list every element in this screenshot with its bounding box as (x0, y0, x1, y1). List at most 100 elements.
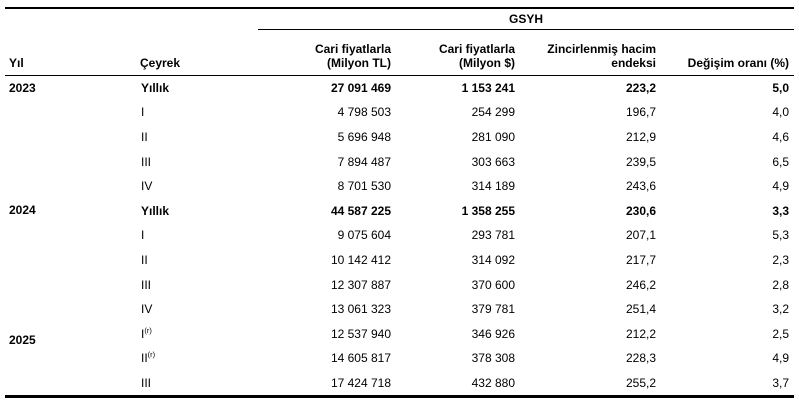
gdp-current-tl-cell: 44 587 225 (330, 203, 391, 218)
quarter-cell: III (141, 277, 152, 292)
volume-index-cell: 212,2 (625, 326, 656, 341)
change-rate-cell: 5,3 (772, 228, 790, 243)
year-cell: 2023 (5, 75, 136, 198)
change-rate-cell: 3,2 (772, 302, 790, 317)
gdp-current-usd-cell: 254 299 (471, 105, 515, 120)
column-header-current-usd-line2: (Milyon $) (459, 55, 515, 70)
table-row: II(r) 14 605 817 378 308 228,3 4,9 (5, 346, 794, 371)
year-label: 2023 (9, 80, 36, 95)
gdp-table-header: GSYH Yıl Çeyrek Cari fiyatlarla (Milyon … (5, 8, 795, 76)
table-row: IV 8 701 530 314 189 243,6 4,9 (5, 174, 794, 199)
column-header-volume-index-line2: endeksi (611, 55, 656, 70)
change-rate-cell: 4,9 (772, 179, 790, 194)
change-rate-cell: 2,3 (772, 252, 790, 267)
quarter-cell: I(r) (141, 325, 152, 341)
gdp-current-usd-cell: 303 663 (471, 154, 515, 169)
gdp-current-usd-cell: 370 600 (471, 277, 515, 292)
quarter-cell: II(r) (141, 350, 156, 366)
volume-index-cell: 207,1 (625, 228, 656, 243)
volume-index-cell: 223,2 (625, 80, 656, 95)
gdp-current-tl-cell: 27 091 469 (330, 80, 391, 95)
column-header-current-usd-line1: Cari fiyatlarla (438, 41, 515, 56)
column-header-volume-index-line1: Zincirlenmiş hacim (547, 41, 656, 56)
column-header-change-rate: Değişim oranı (%) (661, 29, 795, 76)
table-row: IV 13 061 323 379 781 251,4 3,2 (5, 297, 794, 322)
quarter-cell: Yıllık (141, 203, 170, 218)
gdp-current-tl-cell: 4 798 503 (337, 105, 391, 120)
column-header-row: Yıl Çeyrek Cari fiyatlarla (Milyon TL) C… (5, 29, 795, 76)
table-row: II 10 142 412 314 092 217,7 2,3 (5, 248, 794, 273)
quarter-cell: III (141, 375, 152, 390)
gdp-current-tl-cell: 12 307 887 (330, 277, 391, 292)
spanner-empty-cell (5, 8, 258, 29)
gdp-current-usd-cell: 379 781 (471, 302, 515, 317)
spanner-row: GSYH (5, 8, 795, 30)
gdp-current-tl-cell: 9 075 604 (337, 228, 391, 243)
table-row: III 17 424 718 432 880 255,2 3,7 (5, 371, 794, 397)
quarter-cell: II (141, 129, 148, 144)
volume-index-cell: 255,2 (625, 375, 656, 390)
gdp-current-usd-cell: 1 358 255 (461, 203, 515, 218)
year-label: 2024 (9, 203, 36, 218)
column-header-current-tl-line2: (Milyon TL) (327, 55, 391, 70)
gdp-current-usd-cell: 378 308 (471, 351, 515, 366)
column-header-year: Yıl (5, 29, 136, 76)
change-rate-cell: 5,0 (772, 80, 790, 95)
volume-index-cell: 230,6 (625, 203, 656, 218)
change-rate-cell: 4,9 (772, 351, 790, 366)
volume-index-cell: 239,5 (625, 154, 656, 169)
quarter-cell: Yıllık (141, 80, 170, 95)
gdp-current-usd-cell: 293 781 (471, 228, 515, 243)
gdp-current-tl-cell: 13 061 323 (330, 302, 391, 317)
gdp-current-tl-cell: 14 605 817 (330, 351, 391, 366)
change-rate-cell: 3,7 (772, 375, 790, 390)
column-header-current-usd: Cari fiyatlarla (Milyon $) (396, 29, 520, 76)
volume-index-cell: 196,7 (625, 105, 656, 120)
quarter-cell: IV (141, 179, 153, 194)
table-row: III 7 894 487 303 663 239,5 6,5 (5, 149, 794, 174)
group-header-gsyh: GSYH (258, 8, 795, 30)
column-header-current-tl-line1: Cari fiyatlarla (314, 41, 391, 56)
table-row: III 12 307 887 370 600 246,2 2,8 (5, 272, 794, 297)
gdp-current-usd-cell: 314 092 (471, 252, 515, 267)
gdp-current-usd-cell: 281 090 (471, 129, 515, 144)
gdp-current-tl-cell: 8 701 530 (337, 179, 391, 194)
gdp-current-tl-cell: 17 424 718 (330, 375, 391, 390)
table-row: 2023 Yıllık 27 091 469 1 153 241 223,2 5,0 (5, 75, 794, 100)
quarter-cell: IV (141, 302, 153, 317)
column-header-quarter: Çeyrek (136, 29, 258, 76)
change-rate-cell: 6,5 (772, 154, 790, 169)
table-row: 2024 Yıllık 44 587 225 1 358 255 230,6 3,3 (5, 198, 794, 223)
gdp-current-usd-cell: 314 189 (471, 179, 515, 194)
table-row: I 4 798 503 254 299 196,7 4,0 (5, 100, 794, 125)
quarter-cell: II (141, 252, 148, 267)
table-row: II 5 696 948 281 090 212,9 4,6 (5, 125, 794, 150)
gdp-table: GSYH Yıl Çeyrek Cari fiyatlarla (Milyon … (5, 7, 795, 399)
quarter-cell: I (141, 228, 145, 243)
gdp-current-tl-cell: 10 142 412 (330, 252, 391, 267)
volume-index-cell: 212,9 (625, 129, 656, 144)
column-header-volume-index: Zincirlenmiş hacim endeksi (520, 29, 661, 76)
column-header-current-tl: Cari fiyatlarla (Milyon TL) (258, 29, 396, 76)
volume-index-cell: 246,2 (625, 277, 656, 292)
quarter-cell: I (141, 105, 145, 120)
volume-index-cell: 251,4 (625, 302, 656, 317)
change-rate-cell: 2,8 (772, 277, 790, 292)
gdp-current-usd-cell: 432 880 (471, 375, 515, 390)
year-cell: 2025 (5, 321, 136, 396)
gdp-current-usd-cell: 346 926 (471, 326, 515, 341)
volume-index-cell: 228,3 (625, 351, 656, 366)
gdp-current-tl-cell: 7 894 487 (337, 154, 391, 169)
change-rate-cell: 4,6 (772, 129, 790, 144)
volume-index-cell: 217,7 (625, 252, 656, 267)
volume-index-cell: 243,6 (625, 179, 656, 194)
table-row: 2025 I(r) 12 537 940 346 926 212,2 2,5 (5, 321, 794, 347)
gdp-current-tl-cell: 5 696 948 (337, 129, 391, 144)
change-rate-cell: 2,5 (772, 326, 790, 341)
year-label: 2025 (9, 333, 36, 348)
gdp-current-tl-cell: 12 537 940 (330, 326, 391, 341)
quarter-cell: III (141, 154, 152, 169)
change-rate-cell: 3,3 (772, 203, 790, 218)
revision-superscript: (r) (144, 325, 152, 335)
